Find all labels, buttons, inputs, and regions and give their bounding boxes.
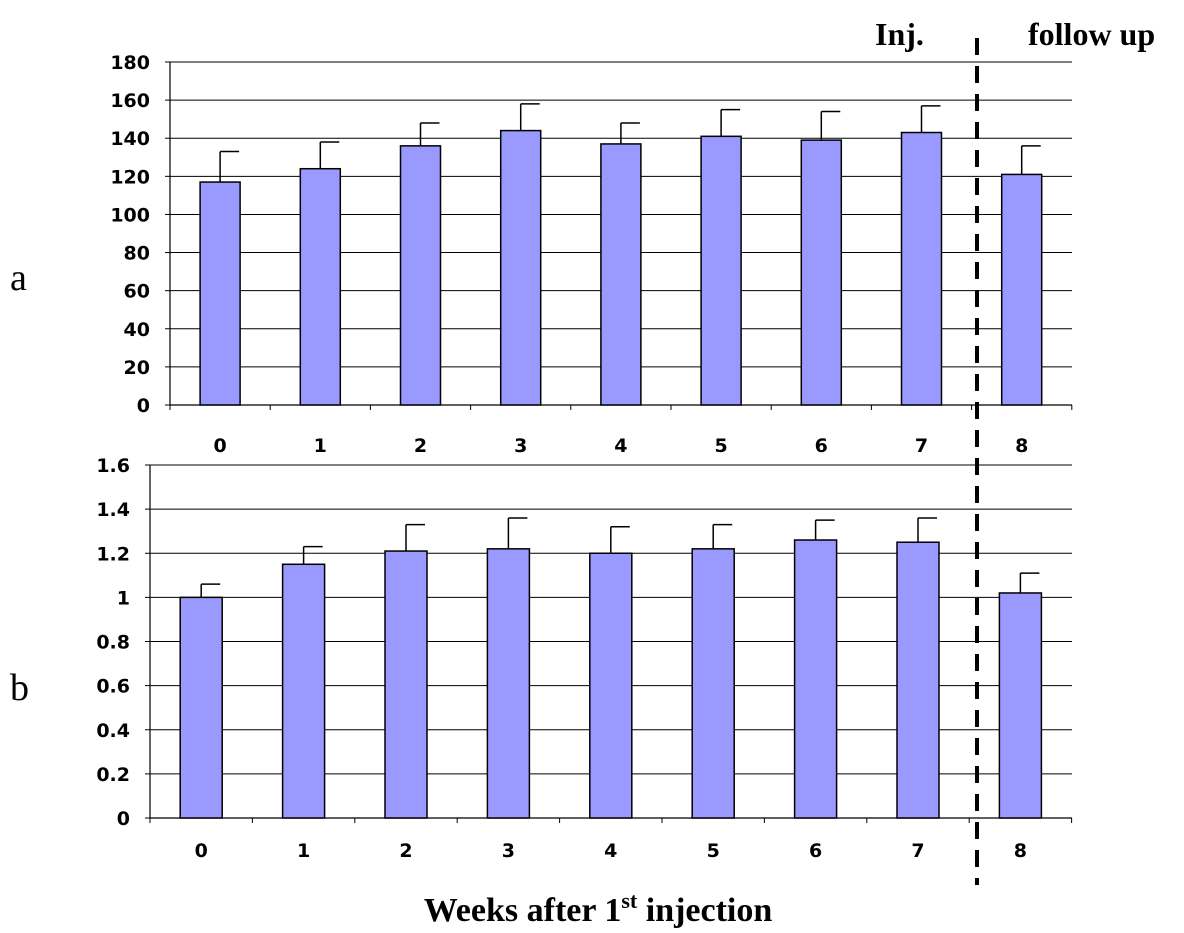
panel-a-chart: 0 20 40 60 80 100 120 140 160 180 0 1 2 3 4 5 6 7 8 — [110, 52, 1073, 457]
panel-a-label: a — [10, 257, 27, 299]
bar — [600, 143, 642, 406]
x-tick-label: 7 — [915, 435, 928, 457]
injection-period-label: Inj. — [875, 16, 924, 52]
y-tick-label: 40 — [124, 319, 150, 341]
x-tick-label: 2 — [414, 435, 427, 457]
x-tick-label: 8 — [1014, 840, 1027, 862]
x-tick-label: 5 — [707, 840, 720, 862]
y-tick-label: 0 — [117, 808, 130, 830]
x-axis-title-prefix: Weeks after 1 — [424, 892, 622, 929]
bar — [900, 131, 943, 406]
bar — [179, 596, 223, 819]
y-tick-label: 180 — [110, 52, 150, 74]
bar — [384, 550, 428, 819]
y-tick-label: 60 — [124, 281, 150, 303]
y-tick-label: 1.4 — [96, 499, 130, 521]
bar — [691, 548, 735, 819]
x-tick-label: 3 — [502, 840, 515, 862]
y-tick-label: 1 — [117, 587, 130, 609]
x-axis-title-superscript: st — [621, 888, 638, 913]
x-axis-title-suffix: injection — [637, 892, 772, 929]
bar — [589, 552, 633, 819]
bar — [896, 541, 940, 819]
bar — [399, 145, 442, 406]
bar — [499, 129, 542, 406]
x-tick-label: 0 — [195, 840, 208, 862]
bar — [998, 592, 1043, 819]
y-tick-label: 0.6 — [96, 676, 130, 698]
x-tick-label: 6 — [809, 840, 822, 862]
y-tick-label: 0.2 — [96, 764, 130, 786]
bar — [299, 167, 342, 406]
bar — [800, 139, 843, 406]
y-tick-label: 80 — [124, 243, 150, 265]
y-tick-label: 0.8 — [96, 632, 130, 654]
x-tick-label: 3 — [514, 435, 527, 457]
x-tick-label: 0 — [213, 435, 226, 457]
x-tick-label: 7 — [911, 840, 924, 862]
x-tick-label: 6 — [815, 435, 828, 457]
y-tick-label: 1.6 — [96, 455, 130, 477]
x-tick-label: 4 — [614, 435, 627, 457]
bar — [793, 539, 838, 819]
y-tick-label: 0.4 — [96, 720, 130, 742]
bar — [1000, 173, 1043, 406]
y-tick-label: 120 — [110, 166, 150, 188]
bar — [486, 548, 531, 819]
x-tick-label: 4 — [604, 840, 617, 862]
y-tick-label: 140 — [110, 128, 150, 150]
panel-b-label: b — [10, 667, 29, 709]
panel-b-chart: 0 0.2 0.4 0.6 0.8 1 1.2 1.4 1.6 0 1 2 3 4 5 6 7 8 — [96, 455, 1073, 862]
x-tick-label: 2 — [399, 840, 412, 862]
bar — [199, 181, 241, 406]
y-tick-label: 160 — [110, 90, 150, 112]
bar — [281, 563, 326, 819]
y-tick-label: 20 — [124, 357, 150, 379]
x-tick-label: 1 — [297, 840, 310, 862]
x-axis-title: Weeks after 1st injection — [424, 888, 773, 929]
y-tick-label: 0 — [137, 395, 150, 417]
x-tick-label: 5 — [714, 435, 727, 457]
y-tick-label: 100 — [110, 204, 150, 226]
follow-up-label: follow up — [1028, 16, 1155, 52]
x-tick-label: 8 — [1015, 435, 1028, 457]
bar — [700, 135, 742, 406]
x-tick-label: 1 — [314, 435, 327, 457]
y-tick-label: 1.2 — [96, 543, 130, 565]
